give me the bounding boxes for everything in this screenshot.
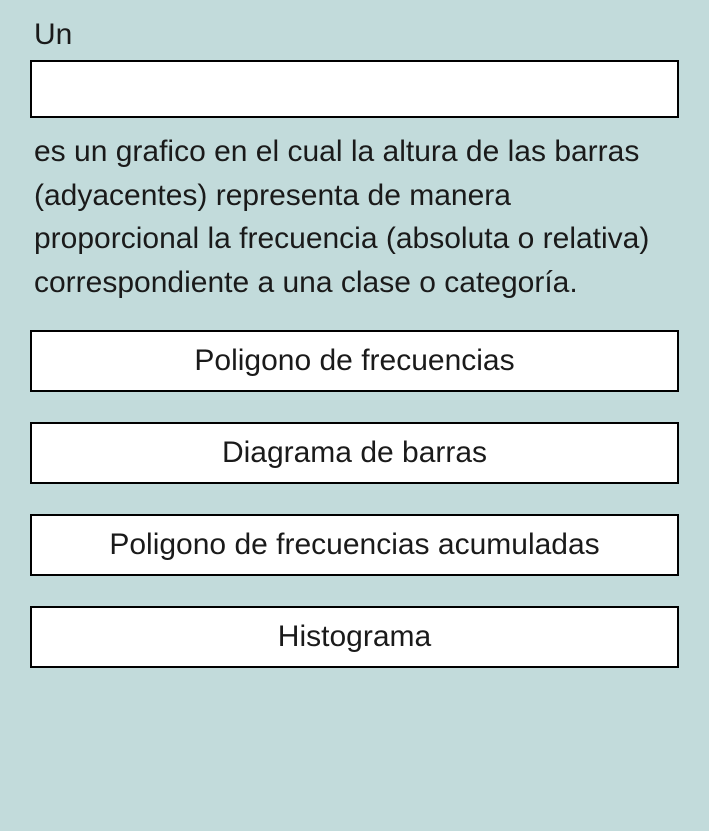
options-container: Poligono de frecuencias Diagrama de barr… bbox=[30, 330, 679, 668]
option-diagrama-barras[interactable]: Diagrama de barras bbox=[30, 422, 679, 484]
answer-drop-zone[interactable] bbox=[30, 60, 679, 118]
question-container: Un es un grafico en el cual la altura de… bbox=[30, 18, 679, 668]
question-text-before: Un bbox=[30, 18, 679, 52]
option-histograma[interactable]: Histograma bbox=[30, 606, 679, 668]
option-poligono-frecuencias-acumuladas[interactable]: Poligono de frecuencias acumuladas bbox=[30, 514, 679, 576]
question-text-after: es un grafico en el cual la altura de la… bbox=[30, 130, 679, 304]
option-poligono-frecuencias[interactable]: Poligono de frecuencias bbox=[30, 330, 679, 392]
